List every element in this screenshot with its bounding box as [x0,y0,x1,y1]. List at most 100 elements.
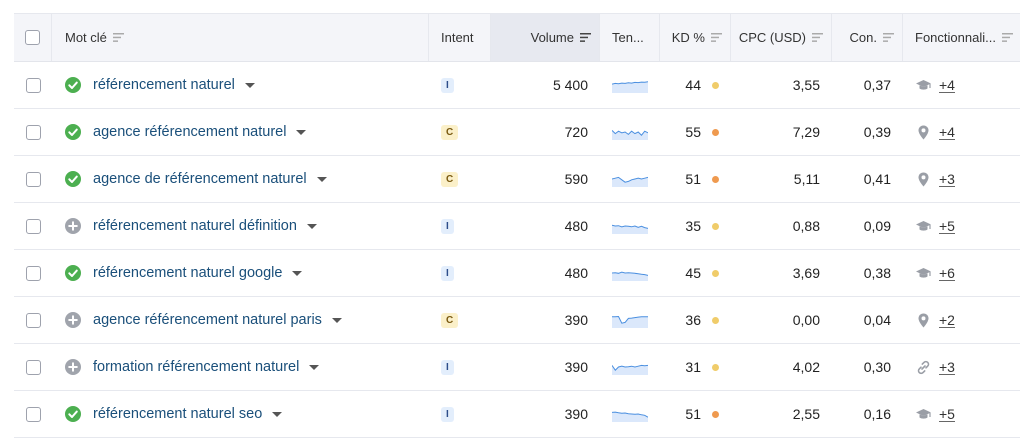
check-circle-icon[interactable] [65,77,81,93]
keyword-link[interactable]: agence référencement naturel paris [93,312,322,328]
plus-circle-icon[interactable] [65,359,81,375]
kd-cell: 51 [660,391,731,437]
trend-sparkline [612,130,648,140]
volume-value: 390 [564,406,588,422]
row-checkbox[interactable] [25,124,41,140]
header-keyword[interactable]: Mot clé [52,14,429,61]
row-select-cell [14,203,52,249]
row-select-cell [14,344,52,390]
features-cell: +5 [903,203,1020,249]
cpc-value: 3,55 [792,77,820,93]
keyword-link[interactable]: référencement naturel [93,77,235,93]
header-competition[interactable]: Con. [832,14,903,61]
more-features-link[interactable]: +4 [939,76,955,93]
kd-indicator-dot [712,316,719,324]
more-features-link[interactable]: +5 [939,217,955,234]
kd-cell: 55 [660,109,731,155]
intent-badge: C [441,124,459,140]
select-all-checkbox[interactable] [25,30,40,45]
sort-icon[interactable] [812,33,823,42]
competition-cell: 0,41 [832,156,903,202]
table-body: référencement naturel I 5 400 44 3,55 0,… [14,62,1020,438]
competition-cell: 0,38 [832,250,903,296]
check-circle-icon[interactable] [65,406,81,422]
plus-circle-icon[interactable] [65,312,81,328]
kd-cell: 51 [660,156,731,202]
keyword-link[interactable]: référencement naturel seo [93,406,263,422]
more-features-link[interactable]: +2 [939,311,955,328]
cpc-cell: 3,69 [731,250,832,296]
sort-icon[interactable] [711,33,722,42]
cpc-value: 3,69 [792,265,820,281]
chevron-down-icon[interactable] [316,176,327,182]
more-features-link[interactable]: +3 [939,170,955,187]
chevron-down-icon[interactable] [244,82,255,88]
chevron-down-icon[interactable] [331,317,342,323]
trend-sparkline [612,411,648,422]
check-circle-icon[interactable] [65,124,81,140]
more-features-link[interactable]: +3 [939,358,955,375]
trend-cell [600,156,660,202]
sort-icon[interactable] [112,33,124,42]
volume-cell: 720 [491,109,600,155]
trend-cell [600,391,660,437]
link-icon [917,360,930,374]
keyword-cell: référencement naturel [52,62,429,108]
sort-desc-icon[interactable] [580,33,591,42]
row-checkbox[interactable] [25,218,41,234]
kd-cell: 35 [660,203,731,249]
kd-indicator-dot [712,128,719,136]
competition-value: 0,38 [863,265,891,281]
header-trend[interactable]: Ten... [600,14,660,61]
volume-value: 720 [564,124,588,140]
competition-value: 0,37 [863,77,891,93]
sort-icon[interactable] [883,33,894,42]
row-checkbox[interactable] [25,265,41,281]
table-row: référencement naturel google I 480 45 3,… [14,250,1020,297]
competition-value: 0,30 [863,359,891,375]
header-select-all [14,14,52,61]
row-checkbox[interactable] [25,171,41,187]
header-kd[interactable]: KD % [660,14,731,61]
table-row: référencement naturel seo I 390 51 2,55 … [14,391,1020,438]
chevron-down-icon[interactable] [296,129,307,135]
keyword-table: Mot clé Intent Volume Ten... KD % CPC (U… [14,13,1020,438]
kd-value: 55 [685,124,701,140]
cpc-value: 0,00 [792,312,820,328]
more-features-link[interactable]: +5 [939,405,955,422]
header-volume[interactable]: Volume [491,14,600,61]
row-checkbox[interactable] [25,359,41,375]
graduation-cap-icon [916,267,931,278]
row-select-cell [14,62,52,108]
kd-indicator-dot [712,175,719,183]
keyword-link[interactable]: référencement naturel google [93,265,283,281]
chevron-down-icon[interactable] [309,364,320,370]
keyword-link[interactable]: référencement naturel définition [93,218,297,234]
header-features[interactable]: Fonctionnali... [903,14,1020,61]
keyword-link[interactable]: agence de référencement naturel [93,171,307,187]
header-volume-label: Volume [530,30,574,45]
keyword-link[interactable]: agence référencement naturel [93,124,287,140]
chevron-down-icon[interactable] [306,223,317,229]
intent-cell: I [429,250,491,296]
plus-circle-icon[interactable] [65,218,81,234]
more-features-link[interactable]: +6 [939,264,955,281]
keyword-link[interactable]: formation référencement naturel [93,359,300,375]
header-cpc[interactable]: CPC (USD) [731,14,832,61]
table-row: agence référencement naturel paris C 390… [14,297,1020,344]
row-checkbox[interactable] [25,406,41,422]
sort-icon[interactable] [1001,33,1013,42]
chevron-down-icon[interactable] [272,411,283,417]
volume-cell: 390 [491,344,600,390]
chevron-down-icon[interactable] [292,270,303,276]
kd-value: 45 [685,265,701,281]
row-checkbox[interactable] [25,77,41,93]
table-row: formation référencement naturel I 390 31… [14,344,1020,391]
row-checkbox[interactable] [25,312,41,328]
keyword-cell: référencement naturel seo [52,391,429,437]
check-circle-icon[interactable] [65,171,81,187]
cpc-cell: 2,55 [731,391,832,437]
location-pin-icon [918,172,929,186]
check-circle-icon[interactable] [65,265,81,281]
more-features-link[interactable]: +4 [939,123,955,140]
